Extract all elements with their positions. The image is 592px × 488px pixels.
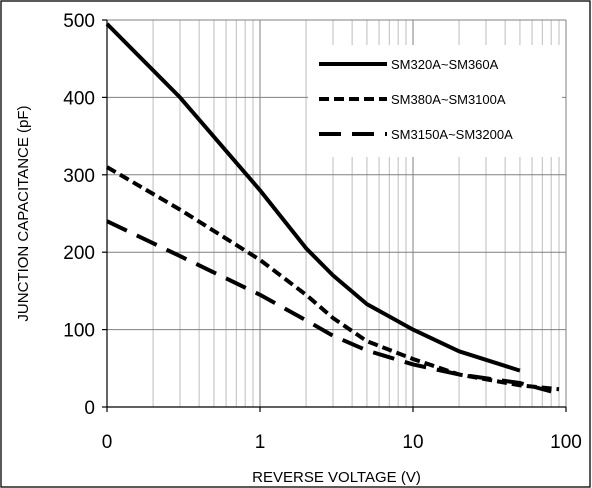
x-axis-label: REVERSE VOLTAGE (V) <box>252 469 421 486</box>
series-line-sm3150a-sm3200a <box>106 219 552 394</box>
legend-label: SM320A~SM360A <box>391 57 499 72</box>
x-tick-label: 1 <box>255 432 266 453</box>
y-tick-label: 400 <box>63 88 95 109</box>
legend: SM320A~SM360A SM380A~SM3100A SM3150A~SM320… <box>308 45 562 157</box>
x-tick-label: 100 <box>550 432 582 453</box>
series-line-sm320a-sm360a <box>105 22 521 373</box>
axes <box>102 19 567 412</box>
y-tick-label: 0 <box>84 398 95 419</box>
x-tick-label: 10 <box>402 432 423 453</box>
y-tick-label: 200 <box>63 243 95 264</box>
legend-label: SM380A~SM3100A <box>391 92 506 107</box>
y-tick-label: 300 <box>63 166 95 187</box>
series-lines <box>105 22 560 394</box>
y-tick-label: 500 <box>63 11 95 32</box>
x-tick-label: 0 <box>102 432 113 453</box>
legend-label: SM3150A~SM3200A <box>391 127 513 142</box>
y-tick-label: 100 <box>63 321 95 342</box>
tick-labels: 0 100 200 300 400 500 0 1 10 100 <box>63 11 582 453</box>
y-axis-label: JUNCTION CAPACITANCE (pF) <box>15 105 32 321</box>
